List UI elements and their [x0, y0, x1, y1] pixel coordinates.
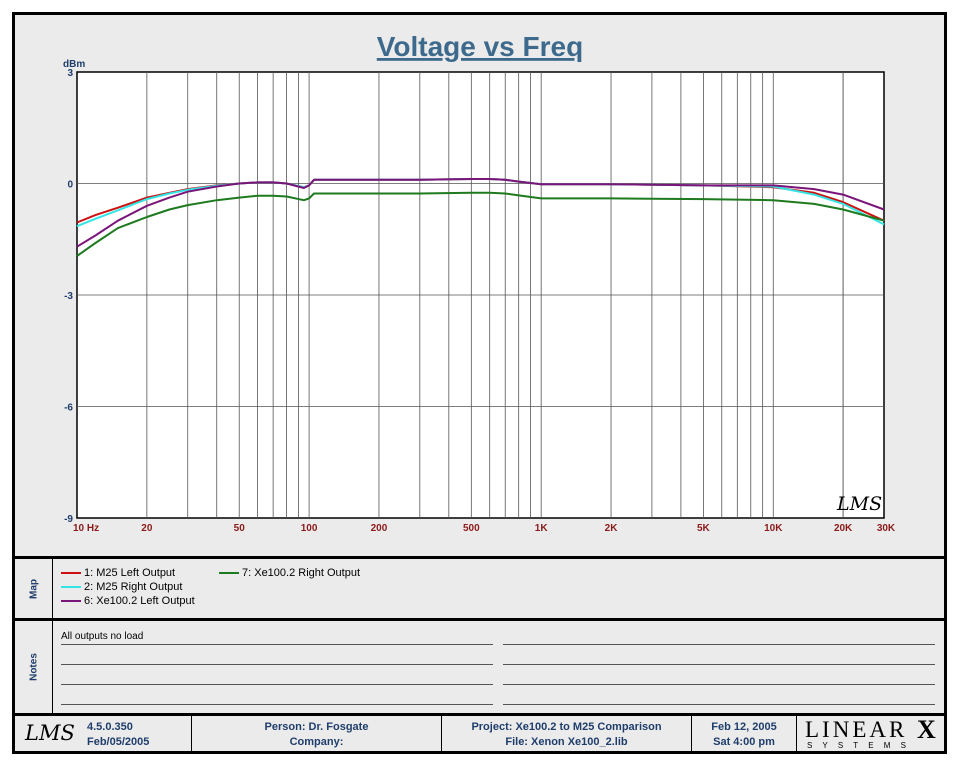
note-text-line-1: All outputs no load: [61, 631, 144, 642]
y-tick-label: -6: [64, 403, 73, 414]
notes-panel: All outputs no load: [53, 621, 944, 713]
footer-date-cell: Feb 12, 2005 Sat 4:00 pm: [692, 716, 797, 754]
footer-version-cell: LMS 4.5.0.350 Feb/05/2005: [15, 716, 192, 754]
note-line: [503, 664, 935, 665]
legend-item-xe-right: 7: Xe100.2 Right Output: [219, 567, 360, 579]
x-tick-labels: 10 Hz 20 50 100 200 500 1K 2K 5K 10K 20K 30K: [73, 523, 896, 534]
x-tick-label: 10K: [764, 523, 783, 534]
note-line: [61, 644, 493, 645]
legend-label: 2: M25 Right Output: [84, 581, 183, 593]
footer-bar: LMS 4.5.0.350 Feb/05/2005 Person: Dr. Fo…: [15, 715, 944, 754]
linearx-logo-subtitle: S Y S T E M S: [807, 741, 910, 750]
linearx-logo-x: X: [917, 715, 936, 744]
legend-swatch-red: [61, 572, 81, 574]
legend-label: 6: Xe100.2 Left Output: [84, 595, 195, 607]
legend-map: 1: M25 Left Output 2: M25 Right Output 6…: [53, 559, 944, 618]
legend-swatch-purple: [61, 600, 81, 602]
legend-swatch-cyan: [61, 586, 81, 588]
legend-item-xe-left: 6: Xe100.2 Left Output: [61, 595, 195, 607]
x-tick-label: 5K: [697, 523, 711, 534]
legend-swatch-green: [219, 572, 239, 574]
legend-item-m25-right: 2: M25 Right Output: [61, 581, 182, 593]
chart-panel: Voltage vs Freq dBm 3 0 -3 -6 -9 10 Hz 20 50 10…: [15, 15, 944, 556]
map-label: Map: [28, 578, 39, 599]
lms-logo: LMS: [25, 721, 75, 745]
series-line-3: [76, 178, 885, 248]
note-line: [61, 704, 493, 705]
version-number: 4.5.0.350: [87, 721, 133, 733]
y-tick-label: -3: [64, 291, 73, 302]
x-tick-label: 2K: [605, 523, 619, 534]
note-line: [61, 684, 493, 685]
time: Sat 4:00 pm: [713, 736, 775, 748]
series-line-4: [76, 191, 885, 257]
chart-title: Voltage vs Freq: [377, 31, 583, 62]
x-tick-label: 1K: [535, 523, 549, 534]
date: Feb 12, 2005: [711, 721, 777, 733]
y-tick-label: 0: [67, 180, 73, 191]
map-panel-label: Map: [15, 559, 53, 618]
version-date: Feb/05/2005: [87, 736, 150, 748]
application-frame: Voltage vs Freq dBm 3 0 -3 -6 -9 10 Hz 20 50 10…: [12, 12, 947, 754]
x-tick-label: 500: [463, 523, 480, 534]
note-line: [503, 684, 935, 685]
footer-brand-cell: LINEAR X S Y S T E M S: [797, 715, 944, 754]
x-tick-label: 10 Hz: [73, 523, 99, 534]
legend-item-m25-left: 1: M25 Left Output: [61, 567, 175, 579]
legend-label: 7: Xe100.2 Right Output: [242, 567, 361, 579]
separator: [15, 556, 944, 559]
project: Project: Xe100.2 to M25 Comparison: [471, 721, 662, 733]
y-tick-label: -9: [64, 514, 73, 525]
footer-project-cell: Project: Xe100.2 to M25 Comparison File:…: [442, 716, 692, 754]
separator: [15, 618, 944, 621]
grid-lines: [77, 72, 884, 518]
legend-label: 1: M25 Left Output: [84, 567, 176, 579]
linearx-logo-text: LINEAR: [805, 717, 908, 742]
note-line: [503, 704, 935, 705]
x-tick-label: 20K: [834, 523, 853, 534]
x-tick-label: 100: [301, 523, 318, 534]
notes-panel-label: Notes: [15, 621, 53, 713]
note-line: [503, 644, 935, 645]
x-tick-label: 50: [234, 523, 246, 534]
y-tick-labels: 3 0 -3 -6 -9: [64, 68, 73, 525]
company: Company:: [289, 736, 344, 748]
series-lines: [76, 178, 885, 257]
separator: [15, 713, 944, 716]
person: Person: Dr. Fosgate: [264, 721, 369, 733]
lms-watermark-logo: LMS: [836, 493, 882, 515]
voltage-frequency-chart: Voltage vs Freq dBm 30-3-6-9 10 Hz 20 50 10…: [63, 31, 896, 534]
notes-label: Notes: [28, 653, 39, 681]
x-tick-label: 200: [371, 523, 388, 534]
footer-person-cell: Person: Dr. Fosgate Company:: [192, 716, 442, 754]
y-axis-unit-label: dBm: [63, 59, 85, 70]
x-tick-label: 20: [141, 523, 153, 534]
note-line: [61, 664, 493, 665]
file: File: Xenon Xe100_2.lib: [505, 736, 628, 748]
y-tick-label: 3: [67, 68, 73, 79]
x-tick-label: 30K: [877, 523, 896, 534]
